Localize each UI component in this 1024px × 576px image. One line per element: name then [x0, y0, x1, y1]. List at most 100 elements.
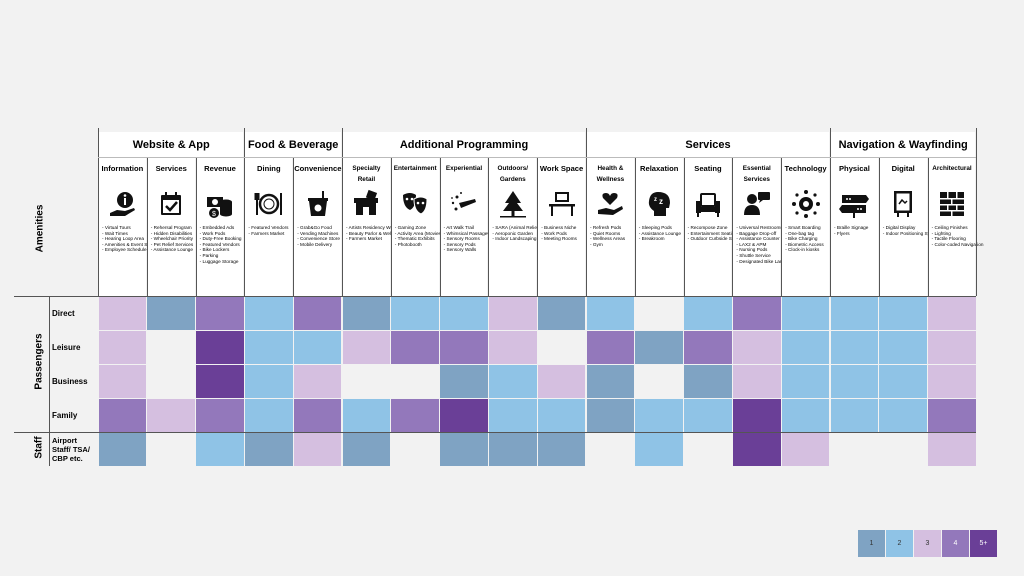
column-items: - Universal Restrooms - Baggage Drop-off -…	[736, 225, 788, 264]
heatmap-cell	[147, 364, 196, 398]
staff-label: Staff	[33, 436, 45, 459]
column-items: - Artists Residency Workshop - Beauty Par…	[346, 225, 407, 242]
column-divider	[244, 128, 246, 296]
heatmap-cell	[342, 432, 391, 466]
heatmap-cell	[879, 398, 928, 432]
heatmap-cell	[879, 364, 928, 398]
column-items: - Embedded Ads - Work Pods - Duty-Free Boo…	[200, 225, 242, 264]
heatmap-cell	[391, 432, 440, 466]
column-item: - Whimsical Passageway	[443, 230, 496, 236]
column-title: Physical	[838, 164, 870, 173]
column-item: - Color-coded Navigation	[931, 241, 984, 247]
info-hand-icon	[107, 189, 137, 219]
column-item: - Wait Times	[102, 230, 128, 236]
heatmap-cell	[244, 330, 293, 364]
legend-item: 1	[858, 530, 885, 557]
heatmap-cell	[732, 432, 781, 466]
column-divider	[927, 157, 929, 296]
heatmap-cell	[586, 296, 635, 330]
column-item: - Baggage Drop-off	[736, 230, 777, 236]
heatmap-cell	[440, 364, 488, 398]
column-item: - Meeting Rooms	[541, 236, 577, 242]
column-item: - Entertainment Seating	[687, 230, 737, 236]
column-title: Information	[101, 164, 144, 173]
heatmap-cell	[879, 296, 928, 330]
column-item: - SARA (Animal Relief)	[492, 225, 540, 230]
heatmap-cell	[684, 432, 732, 466]
digital-display-icon	[888, 189, 918, 219]
column-item: - One-bag tag	[785, 230, 815, 236]
heatmap-cell	[293, 398, 342, 432]
column-item: - Universal Restrooms	[736, 225, 783, 230]
column-11: Relaxation z z - Sleeping Pods - Assistance …	[635, 157, 683, 296]
heatmap-cell	[440, 398, 488, 432]
column-items: - Recompose Zone - Entertainment Seating -…	[687, 225, 745, 242]
heatmap-cell	[244, 296, 293, 330]
column-title: Health & Wellness	[596, 165, 625, 183]
heatmap-cell	[147, 432, 196, 466]
column-item: - Smart Boarding	[785, 225, 821, 230]
column-title: Services	[155, 164, 187, 173]
column-divider	[488, 157, 490, 296]
heatmap-cell	[928, 330, 976, 364]
sparkle-hand-icon	[449, 189, 479, 219]
column-item: - Hearing Loop Area	[102, 236, 144, 242]
heatmap-cell	[684, 398, 732, 432]
column-item: - Virtual Tours	[102, 225, 131, 230]
armchair-icon	[693, 189, 723, 219]
heatmap-cell	[586, 398, 635, 432]
column-item: - Grab&Go Food	[297, 225, 332, 230]
column-12: Seating - Recompose Zone - Entertainment S…	[684, 157, 745, 296]
column-items: - Ceiling Finishes - Lighting - Tactile Fl…	[931, 225, 984, 247]
heatmap-cell	[488, 398, 537, 432]
column-item: - Designated Bike Lanes	[736, 258, 788, 264]
heatmap-cell	[586, 330, 635, 364]
column-items: - Virtual Tours - Wait Times - Hearing Loo…	[102, 225, 164, 253]
column-14: Technology - Smart Boarding - One-bag tag -…	[782, 157, 829, 296]
column-title: Dining	[256, 164, 281, 173]
column-9: Work Space - Business Niche - Work Pods - M…	[538, 157, 585, 296]
column-divider	[537, 157, 539, 296]
heatmap-cell	[586, 432, 635, 466]
money-coins-icon: $	[205, 189, 235, 219]
column-title: Revenue	[204, 164, 236, 173]
column-title: Architectural	[932, 165, 972, 172]
calendar-check-icon	[156, 189, 186, 219]
column-item: - Indoor Positioning System (IPS)	[882, 230, 953, 236]
column-item: - Luggage Storage	[199, 258, 239, 264]
column-title: Technology	[784, 164, 827, 173]
column-item: - Farmers Market	[346, 236, 382, 242]
column-6: Entertainment - Gaming Zone - Activity Are…	[391, 157, 443, 296]
legend-item: 2	[886, 530, 913, 557]
column-items: - Braille Signage - Flyers	[834, 225, 876, 236]
column-1: Services - Rehersal Program - Hidden Disab…	[147, 157, 195, 296]
column-item: - Activity Area (Movies)	[394, 230, 443, 236]
section-divider	[14, 432, 977, 433]
column-item: - Farmers Market	[248, 230, 285, 236]
heatmap-cell	[244, 398, 293, 432]
heatmap-cell	[732, 330, 781, 364]
column-4: Convenience - Grab&Go Food - Vending Machi…	[294, 157, 341, 296]
column-item: - Clock-in kiosks	[785, 247, 820, 253]
heatmap-cell	[781, 364, 830, 398]
heatmap-cell	[879, 432, 928, 466]
heatmap-cell	[928, 398, 976, 432]
amenities-label: Amenities	[34, 204, 46, 253]
heatmap-cell	[196, 398, 244, 432]
heatmap-cell	[391, 398, 440, 432]
column-17: Architectural - Ceiling Finishes - Lightin…	[928, 157, 984, 296]
heatmap-cell	[635, 364, 684, 398]
column-divider	[342, 128, 343, 296]
heatmap-cell	[635, 330, 684, 364]
column-3: Dining - Featured Vendors - Farmers Market	[245, 157, 293, 296]
column-5: Specialty Retail - Artists Residency Work…	[343, 157, 407, 296]
column-item: - Breakroom	[638, 236, 665, 242]
group-header-3: Services	[587, 132, 829, 157]
heart-hand-icon	[595, 189, 625, 219]
heatmap-cell	[537, 432, 586, 466]
column-item: - LAX2 & APM	[736, 241, 767, 247]
heatmap-cell	[342, 364, 391, 398]
column-item: - Indoor Landscaping	[492, 236, 537, 242]
heatmap-cell	[586, 364, 635, 398]
column-item: - Gym	[590, 241, 603, 247]
